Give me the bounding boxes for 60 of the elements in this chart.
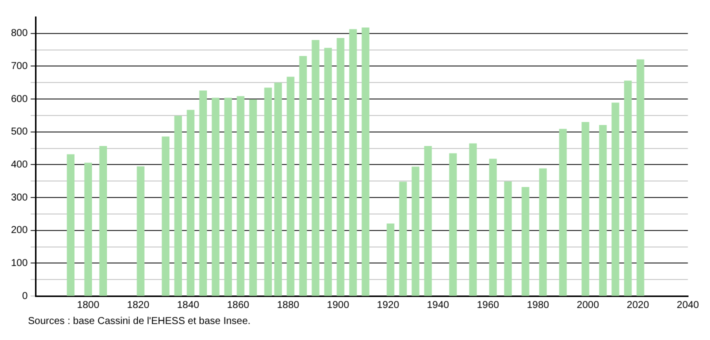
bar bbox=[264, 88, 272, 296]
y-tick-label: 500 bbox=[10, 126, 28, 138]
bar bbox=[336, 38, 344, 296]
y-tick-label: 400 bbox=[10, 159, 28, 170]
bar bbox=[386, 223, 394, 296]
x-tick-label: 1980 bbox=[526, 300, 550, 311]
bar bbox=[582, 122, 590, 296]
bar bbox=[299, 56, 307, 296]
bar bbox=[224, 98, 232, 296]
bar bbox=[469, 143, 477, 296]
bar bbox=[249, 99, 257, 296]
bar bbox=[539, 168, 547, 296]
bar bbox=[449, 153, 457, 296]
y-tick-label: 300 bbox=[10, 192, 28, 204]
x-tick-label: 1820 bbox=[127, 300, 150, 311]
bar bbox=[274, 82, 282, 296]
bar bbox=[324, 48, 332, 296]
bar bbox=[136, 166, 144, 296]
y-tick-label: 700 bbox=[10, 60, 28, 72]
bar bbox=[162, 136, 170, 296]
bar bbox=[174, 116, 182, 296]
x-tick-label: 1840 bbox=[176, 300, 200, 311]
x-tick-label: 1940 bbox=[426, 300, 450, 311]
bar bbox=[212, 98, 220, 296]
bar bbox=[186, 110, 194, 296]
x-tick-label: 2020 bbox=[626, 300, 650, 311]
x-tick-label: 1860 bbox=[226, 300, 250, 311]
bar bbox=[522, 187, 530, 296]
x-tick-label: 1960 bbox=[476, 300, 500, 311]
y-tick-label: 0 bbox=[22, 290, 28, 302]
bar bbox=[612, 102, 620, 296]
x-tick-label: 1880 bbox=[276, 300, 300, 311]
x-tick-label: 2000 bbox=[576, 300, 600, 311]
bar bbox=[349, 29, 357, 296]
bar bbox=[312, 40, 320, 296]
y-tick-label: 600 bbox=[10, 94, 28, 105]
bar bbox=[84, 162, 92, 296]
bar bbox=[489, 158, 497, 296]
x-tick-label: 2040 bbox=[676, 300, 700, 311]
bar bbox=[66, 154, 74, 296]
bar bbox=[636, 59, 644, 296]
bar bbox=[559, 128, 567, 296]
y-tick-label: 100 bbox=[10, 258, 28, 269]
bar bbox=[199, 90, 207, 296]
bar bbox=[99, 146, 107, 296]
bar bbox=[399, 182, 407, 296]
bar bbox=[624, 80, 632, 296]
y-tick-label: 800 bbox=[10, 28, 28, 40]
x-tick-label: 1920 bbox=[376, 300, 400, 311]
bar bbox=[412, 166, 420, 296]
bar bbox=[236, 96, 244, 296]
x-tick-label: 1800 bbox=[77, 300, 100, 311]
bar bbox=[286, 76, 294, 296]
x-tick-label: 1900 bbox=[326, 300, 350, 311]
y-tick-label: 200 bbox=[10, 225, 28, 236]
source-note: Sources : base Cassini de l'EHESS et base Insee. bbox=[28, 316, 252, 327]
bar bbox=[504, 181, 512, 296]
bar bbox=[599, 124, 607, 296]
bar bbox=[424, 146, 432, 296]
bar bbox=[362, 28, 370, 296]
